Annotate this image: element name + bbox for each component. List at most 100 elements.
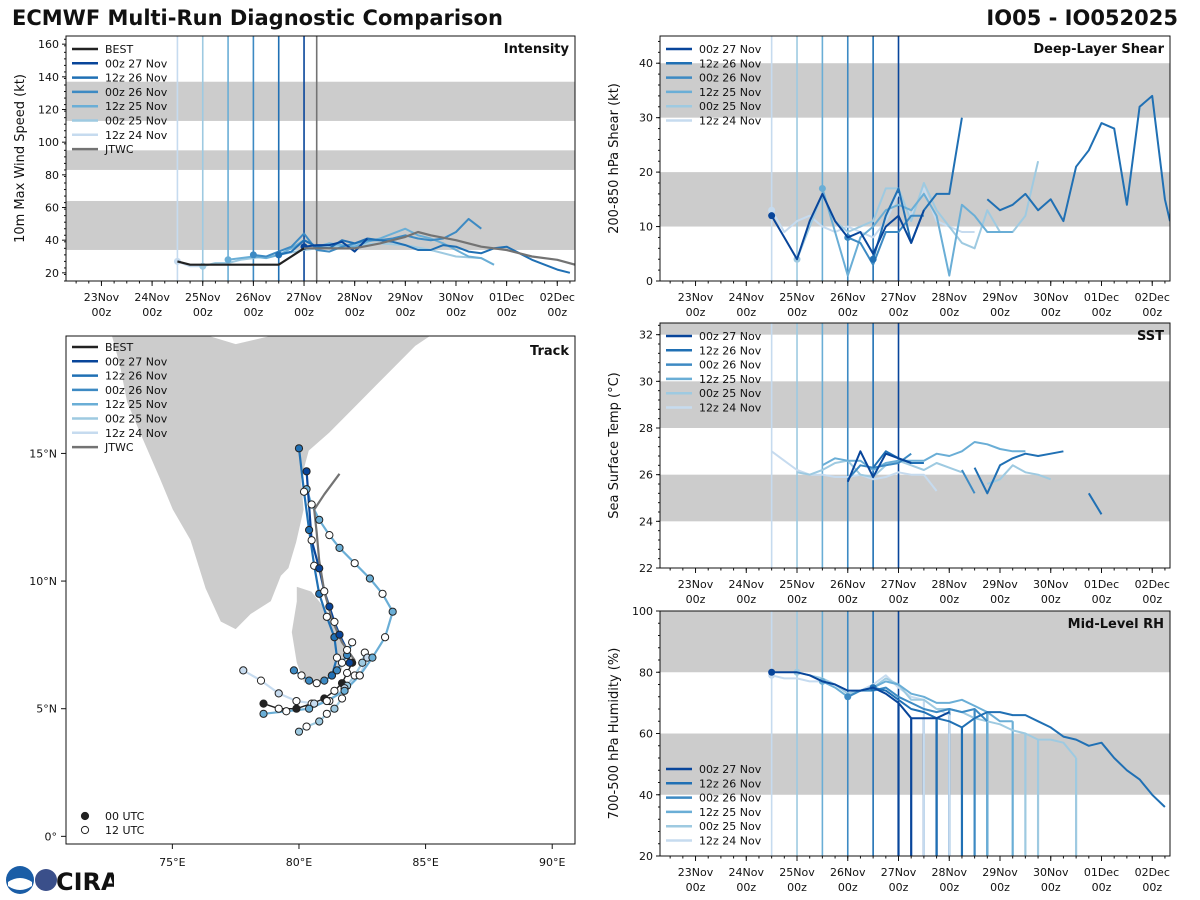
intensity-ytick-label: 100 xyxy=(38,136,59,149)
track-point-12utc xyxy=(330,686,339,695)
sst-xtick-label: 23Nov xyxy=(678,578,714,591)
rh-xtick-label: 00z xyxy=(787,881,807,894)
rh-ytick-label: 60 xyxy=(639,728,653,741)
india-landmass xyxy=(111,336,432,631)
sst-series-line xyxy=(771,450,938,492)
sst-legend-label: 12z 25 Nov xyxy=(699,373,762,386)
shear-plot-area xyxy=(660,36,1170,281)
rh-ytick-label: 40 xyxy=(639,789,653,802)
shear-xtick-label: 00z xyxy=(939,306,959,319)
track-point-00utc xyxy=(315,515,324,524)
track-xtick-label: 80°E xyxy=(286,856,312,869)
sst-xtick-label: 28Nov xyxy=(932,578,968,591)
track-legend-label: 12z 24 Nov xyxy=(105,427,168,440)
rh-xtick-label: 00z xyxy=(939,881,959,894)
noaa-icon: CIRA xyxy=(6,866,114,896)
track-point-12utc xyxy=(322,709,331,718)
shear-series-line xyxy=(770,192,925,261)
sst-xtick-label: 00z xyxy=(838,593,858,606)
intensity-ytick-label: 120 xyxy=(38,104,59,117)
shear-xtick-label: 24Nov xyxy=(729,291,765,304)
track-legend-label: 00z 27 Nov xyxy=(105,355,168,368)
sst-legend-label: 00z 27 Nov xyxy=(699,330,762,343)
track-point-12utc xyxy=(312,679,321,688)
sst-xtick-label: 26Nov xyxy=(830,578,866,591)
track-point-12utc xyxy=(330,617,339,627)
rh-xtick-label: 00z xyxy=(838,881,858,894)
sst-ytick-label: 22 xyxy=(639,562,653,575)
rh-series-line xyxy=(771,671,950,720)
intensity-panel: 20 40 60 80 100 120 140 160 23Nov 00z 24Nov 00z 25No… xyxy=(13,35,576,319)
sst-xtick-label: 25Nov xyxy=(779,578,815,591)
intensity-ytick-label: 40 xyxy=(45,234,59,247)
track-point-12utc xyxy=(307,536,316,545)
shear-series-line xyxy=(770,187,975,239)
sst-category-band xyxy=(660,381,1170,428)
sst-xtick-label: 24Nov xyxy=(729,578,765,591)
rh-xtick-label: 28Nov xyxy=(932,866,968,879)
intensity-start-marker xyxy=(275,251,283,259)
shear-xtick-label: 28Nov xyxy=(932,291,968,304)
track-point-12utc xyxy=(322,696,331,706)
rh-ylabel: 700-500 hPa Humidity (%) xyxy=(607,648,622,820)
track-point-12utc xyxy=(342,645,352,655)
track-point-12utc xyxy=(325,531,334,540)
sst-xtick-label: 00z xyxy=(939,593,959,606)
sst-xtick-label: 01Dec xyxy=(1084,578,1119,591)
shear-xtick-label: 00z xyxy=(889,306,909,319)
track-point-12utc xyxy=(297,671,306,680)
sst-ytick-label: 32 xyxy=(639,329,653,342)
sst-xtick-label: 02Dec xyxy=(1135,578,1170,591)
sst-xtick-label: 00z xyxy=(889,593,909,606)
track-line xyxy=(293,641,354,685)
intensity-xtick-label: 26Nov xyxy=(236,291,272,304)
shear-ytick-label: 30 xyxy=(639,112,653,125)
rh-legend-label: 12z 24 Nov xyxy=(699,835,762,848)
sst-title: SST xyxy=(1137,329,1164,344)
sst-xtick-label: 27Nov xyxy=(881,578,917,591)
intensity-xtick-label: 00z xyxy=(193,306,213,319)
track-point-00utc xyxy=(302,467,311,476)
intensity-xtick-label: 00z xyxy=(294,306,314,319)
intensity-legend-label: JTWC xyxy=(104,143,134,156)
track-point-00utc xyxy=(358,658,367,667)
intensity-legend-label: 00z 26 Nov xyxy=(105,86,168,99)
shear-start-marker xyxy=(768,212,776,220)
track-point-00utc xyxy=(325,602,334,611)
intensity-legend-label: BEST xyxy=(105,43,133,56)
shear-ytick-label: 10 xyxy=(639,221,653,234)
intensity-ytick-label: 80 xyxy=(45,169,59,182)
shear-xtick-label: 26Nov xyxy=(830,291,866,304)
rh-start-marker xyxy=(844,693,852,701)
track-legend-label: 00z 25 Nov xyxy=(105,413,168,426)
track-plot-area xyxy=(111,336,432,736)
intensity-xtick-label: 30Nov xyxy=(438,291,474,304)
track-point-12utc xyxy=(292,696,301,706)
shear-xtick-label: 00z xyxy=(686,306,706,319)
track-point-12utc xyxy=(332,653,342,662)
track-point-00utc xyxy=(335,543,344,552)
intensity-ytick-label: 20 xyxy=(45,267,59,280)
sst-legend-label: 00z 26 Nov xyxy=(699,359,762,372)
intensity-ylabel: 10m Max Wind Speed (kt) xyxy=(13,74,28,243)
rh-xtick-label: 00z xyxy=(1092,881,1112,894)
intensity-series-line xyxy=(303,237,369,253)
intensity-xtick-label: 00z xyxy=(142,306,162,319)
track-point-00utc xyxy=(239,666,248,675)
rh-xtick-label: 00z xyxy=(990,881,1010,894)
track-point-00utc xyxy=(368,653,377,662)
shear-legend-label: 00z 27 Nov xyxy=(699,43,762,56)
track-legend-label: 12z 25 Nov xyxy=(105,398,168,411)
track-point-12utc xyxy=(302,722,311,731)
intensity-category-band xyxy=(66,81,575,121)
intensity-xtick-label: 27Nov xyxy=(286,291,322,304)
rh-legend-label: 12z 26 Nov xyxy=(699,777,762,790)
track-point-00utc xyxy=(320,676,329,685)
track-point-00utc xyxy=(305,704,314,713)
track-marker-legend-symbol xyxy=(80,825,90,835)
shear-series-line xyxy=(847,214,924,266)
rh-ytick-label: 100 xyxy=(632,605,653,618)
intensity-legend-label: 00z 25 Nov xyxy=(105,115,168,128)
intensity-xtick-label: 01Dec xyxy=(489,291,524,304)
